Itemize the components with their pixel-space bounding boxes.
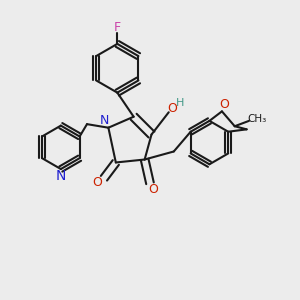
Text: H: H [176, 98, 184, 108]
Text: CH₃: CH₃ [248, 114, 267, 124]
Text: O: O [92, 176, 102, 189]
Text: F: F [114, 21, 121, 34]
Text: N: N [100, 114, 109, 127]
Text: O: O [167, 102, 177, 115]
Text: N: N [56, 169, 66, 183]
Text: O: O [219, 98, 229, 111]
Text: O: O [148, 183, 158, 196]
